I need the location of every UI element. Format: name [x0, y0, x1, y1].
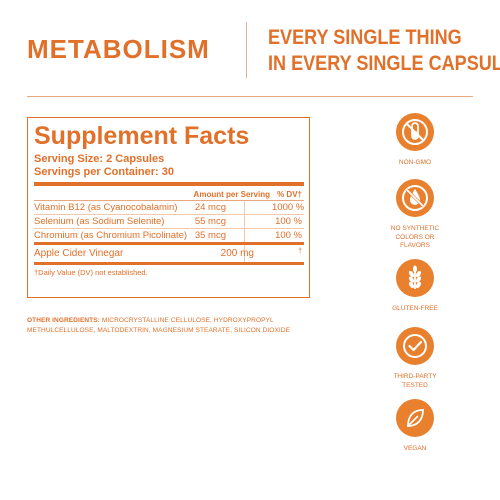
badge-label: NON-GMO: [398, 159, 432, 166]
other-ingredients-text: MICROCRYSTALLINE CELLULOSE, HYDROXYPROPY…: [27, 317, 291, 334]
badge-no-synthetic: NO SYNTHETIC COLORS OR FLAVORS: [380, 179, 450, 251]
badge-label: GLUTEN-FREE: [392, 305, 438, 312]
table-row: Chromium (as Chromium Picolinate) 35 mcg…: [34, 229, 304, 245]
facts-thick-rule: [34, 182, 304, 186]
daily-value-header: % DV†: [277, 190, 302, 199]
badge-vegan: VEGAN: [380, 399, 450, 454]
badge-non-gmo: NON-GMO: [380, 113, 450, 168]
serving-size: Serving Size: 2 Capsules: [34, 153, 165, 165]
nutrient-name: Chromium (as Chromium Picolinate): [34, 230, 188, 241]
row-separator: [244, 245, 245, 262]
other-ingredients-label: OTHER INGREDIENTS:: [27, 317, 100, 324]
tagline: EVERY SINGLE THING IN EVERY SINGLE CAPSU…: [268, 25, 500, 77]
facts-title: Supplement Facts: [34, 122, 250, 150]
wheat-icon: [396, 259, 434, 297]
facts-column-header: Amount per Serving % DV†: [34, 187, 304, 201]
badge-label: THIRD-PARTY TESTED: [393, 373, 437, 389]
nutrient-name: Apple Cider Vinegar: [34, 248, 124, 259]
nutrient-name: Selenium (as Sodium Selenite): [34, 216, 165, 227]
nutrient-dv: 1000 %: [272, 202, 305, 213]
row-separator: [244, 201, 245, 214]
servings-per-container: Servings per Container: 30: [34, 166, 174, 178]
nutrient-amount: 24 mcg: [194, 202, 226, 213]
leaf-icon: [396, 399, 434, 437]
badge-gluten-free: GLUTEN-FREE: [380, 259, 450, 314]
table-row: Apple Cider Vinegar 200 mg †: [34, 245, 304, 265]
table-row: Selenium (as Sodium Selenite) 55 mcg 100…: [34, 215, 304, 229]
nutrient-dv: 100 %: [275, 216, 302, 227]
drop-no-icon: [396, 179, 434, 217]
supplement-facts-panel: Supplement Facts Serving Size: 2 Capsule…: [27, 117, 310, 298]
header: METABOLISM EVERY SINGLE THING IN EVERY S…: [0, 0, 500, 95]
badge-label: NO SYNTHETIC COLORS OR FLAVORS: [390, 225, 440, 249]
other-ingredients: OTHER INGREDIENTS: MICROCRYSTALLINE CELL…: [27, 316, 310, 335]
row-separator: [244, 229, 245, 242]
nutrient-amount: 200 mg: [220, 248, 254, 259]
amount-per-serving-header: Amount per Serving: [193, 190, 270, 199]
nutrient-name: Vitamin B12 (as Cyanocobalamin): [34, 202, 178, 213]
table-row: Vitamin B12 (as Cyanocobalamin) 24 mcg 1…: [34, 201, 304, 215]
header-rule: [27, 96, 473, 97]
nutrient-dv: 100 %: [275, 230, 302, 241]
tagline-line-2: IN EVERY SINGLE CAPSULE: [268, 52, 500, 75]
checkmark-icon: [396, 327, 434, 365]
nutrient-amount: 55 mcg: [194, 216, 226, 227]
dv-footnote: †Daily Value (DV) not established.: [34, 268, 148, 277]
header-divider: [246, 22, 247, 78]
badge-label: VEGAN: [403, 445, 427, 452]
tagline-line-1: EVERY SINGLE THING: [268, 26, 462, 49]
badge-third-party-tested: THIRD-PARTY TESTED: [380, 327, 450, 390]
test-tube-no-icon: [396, 113, 434, 151]
nutrient-amount: 35 mcg: [194, 230, 226, 241]
brand-title: METABOLISM: [27, 34, 210, 64]
nutrient-dv: †: [298, 248, 302, 255]
row-separator: [244, 215, 245, 228]
